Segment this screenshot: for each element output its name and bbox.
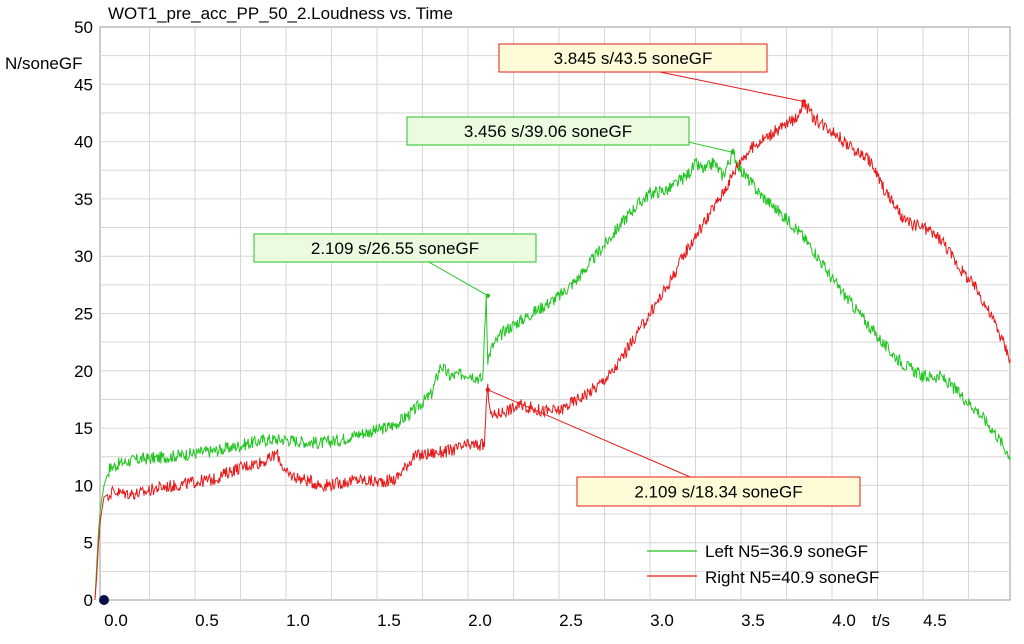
y-tick-label: 45 [74, 75, 93, 94]
annotation-box [498, 43, 768, 73]
annotation-leader [659, 71, 804, 102]
y-tick-label: 5 [84, 534, 93, 553]
annotation-label: 3.456 s/39.06 soneGF [464, 122, 632, 141]
x-tick-label: 4.0 [832, 611, 856, 630]
chart-title: WOT1_pre_acc_PP_50_2.Loudness vs. Time [108, 4, 453, 23]
y-tick-label: 0 [84, 591, 93, 610]
y-tick-label: 30 [74, 247, 93, 266]
y-tick-label: 20 [74, 362, 93, 381]
annotation-point [485, 293, 491, 298]
x-axis-label: t/s [872, 611, 890, 630]
grid-lines [100, 27, 1010, 600]
annotation-box [406, 116, 690, 146]
x-tick-label: 3.5 [741, 611, 765, 630]
annotation-box [253, 233, 537, 263]
y-axis-label: N/soneGF [5, 54, 82, 73]
legend: Left N5=36.9 soneGF Right N5=40.9 soneGF [647, 542, 879, 587]
annotation-point [801, 99, 806, 104]
y-tick-labels: 0 5 10 15 20 25 30 35 40 45 50 [74, 18, 93, 610]
annotation-label: 2.109 s/26.55 soneGF [311, 239, 479, 258]
annotation-box [576, 476, 861, 507]
x-tick-label: 2.0 [468, 611, 492, 630]
annotation-leader [688, 141, 734, 153]
annotation-label: 2.109 s/18.34 soneGF [634, 483, 802, 502]
x-tick-label: 0.5 [195, 611, 219, 630]
x-tick-label: 0.0 [104, 611, 128, 630]
x-tick-labels: 0.0 0.5 1.0 1.5 2.0 2.5 3.0 3.5 4.0 4.5 [104, 611, 947, 630]
annotation-leader [428, 261, 489, 297]
annotation-label: 3.845 s/43.5 soneGF [554, 49, 713, 68]
origin-marker [99, 595, 109, 605]
series-line-1 [94, 99, 1011, 601]
y-tick-label: 50 [74, 18, 93, 37]
annotation-point [730, 150, 736, 155]
x-tick-label: 1.5 [377, 611, 401, 630]
legend-label-left: Left N5=36.9 soneGF [705, 542, 868, 561]
y-tick-label: 10 [74, 476, 93, 495]
series-layer [94, 99, 1011, 601]
x-tick-label: 3.0 [650, 611, 674, 630]
y-tick-label: 35 [74, 190, 93, 209]
y-tick-label: 15 [74, 419, 93, 438]
x-tick-label: 2.5 [559, 611, 583, 630]
x-tick-label: 4.5 [923, 611, 947, 630]
annotation-point [485, 387, 491, 393]
x-tick-label: 1.0 [286, 611, 310, 630]
y-tick-label: 25 [74, 305, 93, 324]
series-line-0 [94, 148, 1011, 601]
y-tick-label: 40 [74, 133, 93, 152]
annotation-layer: 3.845 s/43.5 soneGF 3.456 s/39.06 soneGF 2… [253, 43, 861, 507]
legend-label-right: Right N5=40.9 soneGF [705, 568, 879, 587]
annotation-leader [487, 389, 691, 478]
